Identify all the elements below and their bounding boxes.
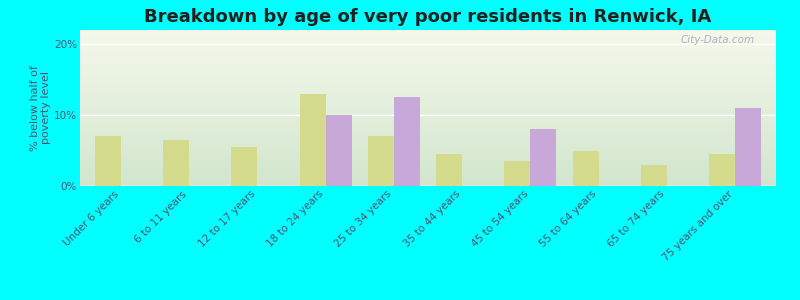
Bar [300,94,326,186]
Bar [326,115,351,186]
Bar [163,140,189,186]
Bar [735,108,761,186]
Y-axis label: % below half of
poverty level: % below half of poverty level [30,65,51,151]
Bar [530,129,556,186]
Bar [394,98,420,186]
Bar [709,154,735,186]
Bar [368,136,394,186]
Bar [573,151,598,186]
Bar [505,161,530,186]
Bar [95,136,121,186]
Bar [641,165,667,186]
Bar [231,147,258,186]
Bar [436,154,462,186]
Text: City-Data.com: City-Data.com [681,35,755,45]
Title: Breakdown by age of very poor residents in Renwick, IA: Breakdown by age of very poor residents … [144,8,712,26]
